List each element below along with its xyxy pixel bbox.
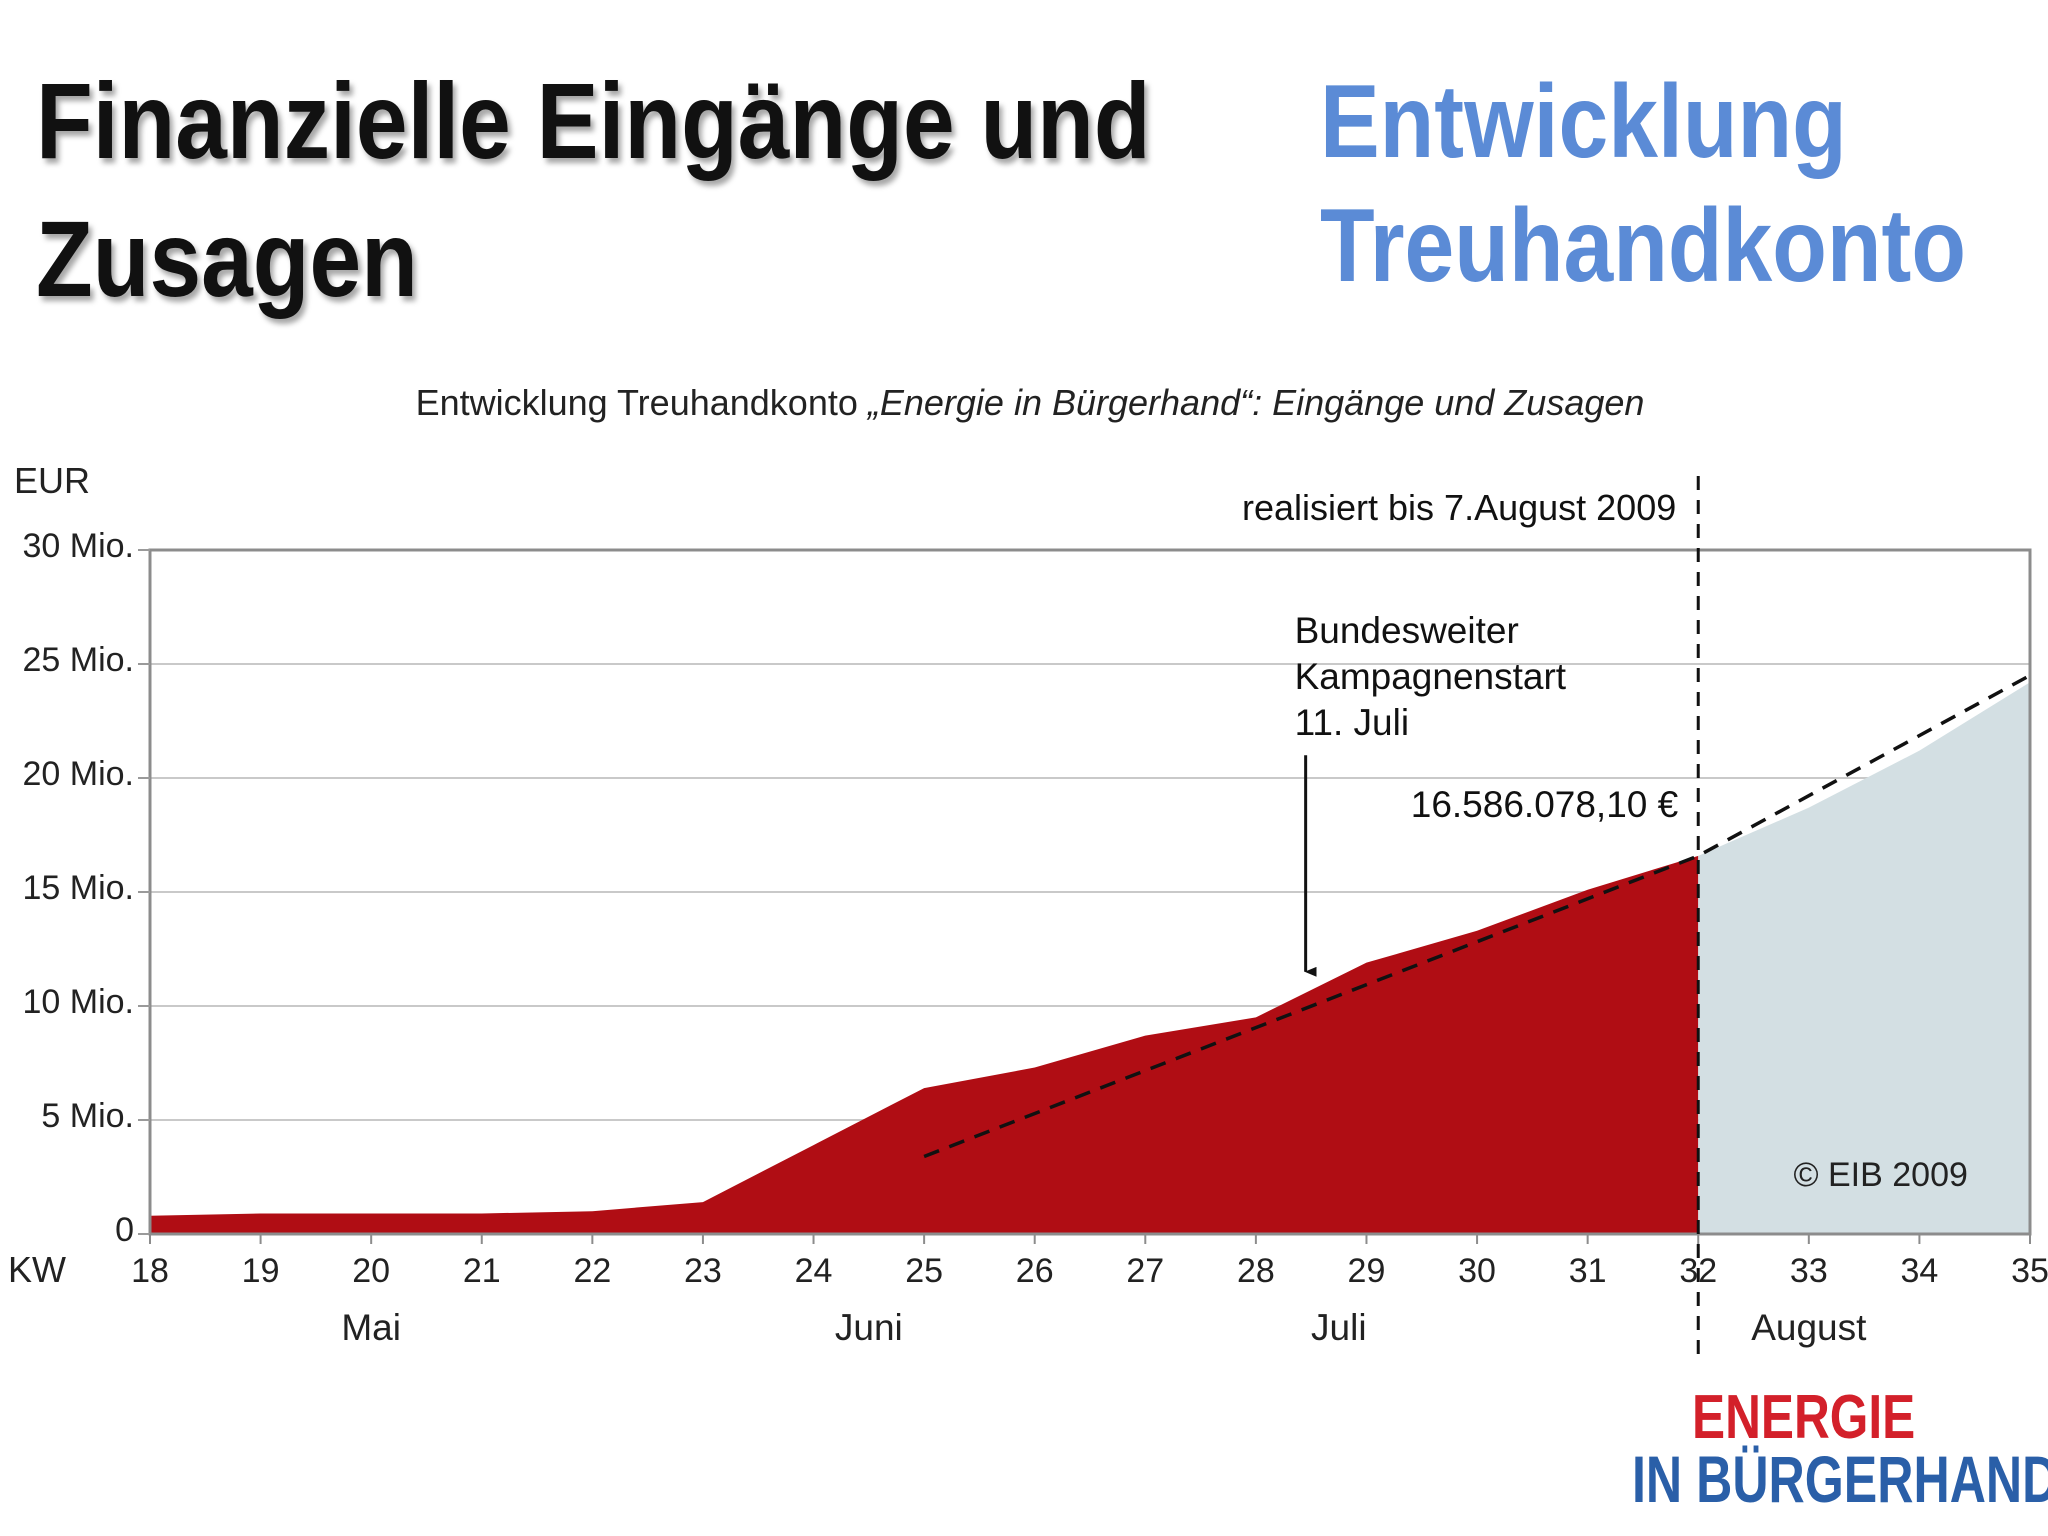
logo-top-text: ENERGIE [1692, 1383, 1916, 1452]
y-axis-label: EUR [14, 460, 90, 501]
slide-title-line-2: Zusagen [36, 198, 418, 319]
y-tick-label: 20 Mio. [23, 755, 135, 793]
x-tick-label: 28 [1237, 1252, 1275, 1290]
month-label: Juli [1311, 1307, 1367, 1348]
value-annotation: 16.586.078,10 € [1411, 784, 1679, 825]
x-tick-label: 33 [1790, 1252, 1828, 1290]
slide-subtitle: Entwicklung Treuhandkonto [1320, 60, 2025, 308]
x-tick-label: 24 [795, 1252, 833, 1290]
x-tick-label: 35 [2011, 1252, 2048, 1290]
x-axis-label: KW [8, 1249, 66, 1290]
x-tick-label: 18 [131, 1252, 169, 1290]
slide-subtitle-line-1: Entwicklung [1320, 64, 1847, 180]
month-label: Juni [835, 1307, 903, 1348]
x-tick-label: 34 [1900, 1252, 1938, 1290]
x-tick-label: 21 [463, 1252, 501, 1290]
chart-title: Entwicklung Treuhandkonto „Energie in Bü… [416, 382, 1645, 423]
x-tick-label: 23 [684, 1252, 722, 1290]
month-label: August [1751, 1307, 1867, 1348]
trend-line [923, 673, 2031, 1159]
campaign-line-3: 11. Juli [1295, 702, 1410, 743]
y-tick-label: 10 Mio. [23, 983, 135, 1021]
x-tick-label: 30 [1458, 1252, 1496, 1290]
x-tick-label: 31 [1569, 1252, 1607, 1290]
campaign-annotation: Bundesweiter Kampagnenstart 11. Juli [1295, 610, 1577, 743]
campaign-line-2: Kampagnenstart [1295, 656, 1567, 697]
logo-bottom-main: IN BÜRGERHAND [1632, 1442, 2048, 1516]
slide-title: Finanzielle Eingänge und Zusagen [36, 52, 1151, 328]
energie-in-buergerhand-logo: ENERGIE IN BÜRGERHANDeG [1630, 1383, 2048, 1525]
chart-title-italic: „Energie in Bürgerhand“: Eingänge und Zu… [866, 382, 1645, 423]
y-tick-label: 30 Mio. [23, 527, 135, 565]
projected-area [1698, 682, 2030, 1234]
slide-subtitle-line-2: Treuhandkonto [1320, 188, 1966, 304]
x-tick-label: 26 [1016, 1252, 1054, 1290]
y-tick-label: 15 Mio. [23, 869, 135, 907]
month-label: Mai [341, 1307, 401, 1348]
x-tick-label: 27 [1126, 1252, 1164, 1290]
realized-area [150, 855, 1699, 1234]
x-tick-label: 20 [352, 1252, 390, 1290]
chart-title-prefix: Entwicklung Treuhandkonto [416, 382, 868, 423]
x-tick-label: 29 [1348, 1252, 1386, 1290]
y-tick-label: 0 [115, 1211, 134, 1249]
slide-title-line-1: Finanzielle Eingänge und [36, 60, 1151, 181]
y-tick-label: 5 Mio. [41, 1097, 134, 1135]
axes: 30 Mio. 25 Mio. 20 Mio. 15 Mio. 10 Mio. 5 Mio… [23, 527, 2048, 1348]
copyright-annotation: © EIB 2009 [1794, 1156, 1968, 1194]
y-tick-label: 25 Mio. [23, 641, 135, 679]
x-tick-label: 25 [905, 1252, 943, 1290]
area-series [150, 682, 2030, 1234]
logo-bottom-text: IN BÜRGERHANDeG [1632, 1443, 2048, 1529]
campaign-line-1: Bundesweiter [1295, 610, 1519, 651]
x-tick-label: 22 [573, 1252, 611, 1290]
annotations-overlay [923, 476, 2031, 1356]
x-tick-label: 19 [242, 1252, 280, 1290]
cutoff-label: realisiert bis 7.August 2009 [1242, 487, 1676, 528]
